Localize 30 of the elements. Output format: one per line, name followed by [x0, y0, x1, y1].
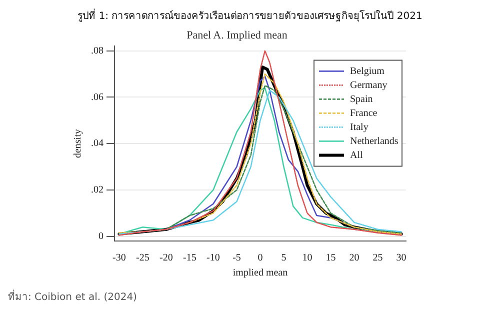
legend-label: Spain [350, 94, 373, 105]
x-tick-label: -10 [206, 252, 220, 264]
chart-title: รูปที่ 1: การคาดการณ์ของครัวเรือนต่อการขยายตัวของเศรษฐกิจยุโรปในปี 2021 [76, 8, 424, 23]
x-axis-title: implied mean [232, 268, 288, 279]
y-axis-title: density [72, 129, 84, 158]
x-tick-label: 0 [258, 252, 263, 264]
y-tick-label: .04 [91, 138, 104, 150]
x-tick-label: -25 [136, 252, 150, 264]
x-tick-label: -20 [160, 252, 173, 264]
legend-label: Belgium [350, 66, 385, 77]
y-tick-label: .08 [91, 45, 104, 56]
legend-label: Netherlands [350, 136, 398, 147]
legend-label: Germany [350, 80, 388, 91]
x-tick-label: 20 [349, 252, 360, 264]
x-tick-label: 25 [372, 252, 383, 264]
legend-label: All [350, 150, 363, 161]
text: ที่มา: Coibion et al. (2024) [8, 289, 138, 304]
legend-label: France [350, 108, 378, 119]
x-tick-label: -5 [232, 252, 241, 264]
x-tick-label: -15 [183, 252, 196, 264]
y-tick-label: 0 [98, 230, 104, 242]
legend-label: Italy [350, 122, 368, 133]
x-tick-label: -30 [112, 252, 126, 264]
x-tick-label: 30 [396, 252, 406, 264]
x-tick-label: 10 [302, 252, 312, 264]
y-tick-label: .02 [91, 184, 104, 196]
chart-subtitle: Panel A. Implied mean [186, 29, 288, 42]
x-tick-label: 15 [326, 252, 336, 264]
x-tick-label: 5 [281, 252, 286, 264]
y-tick-label: .06 [91, 92, 104, 103]
